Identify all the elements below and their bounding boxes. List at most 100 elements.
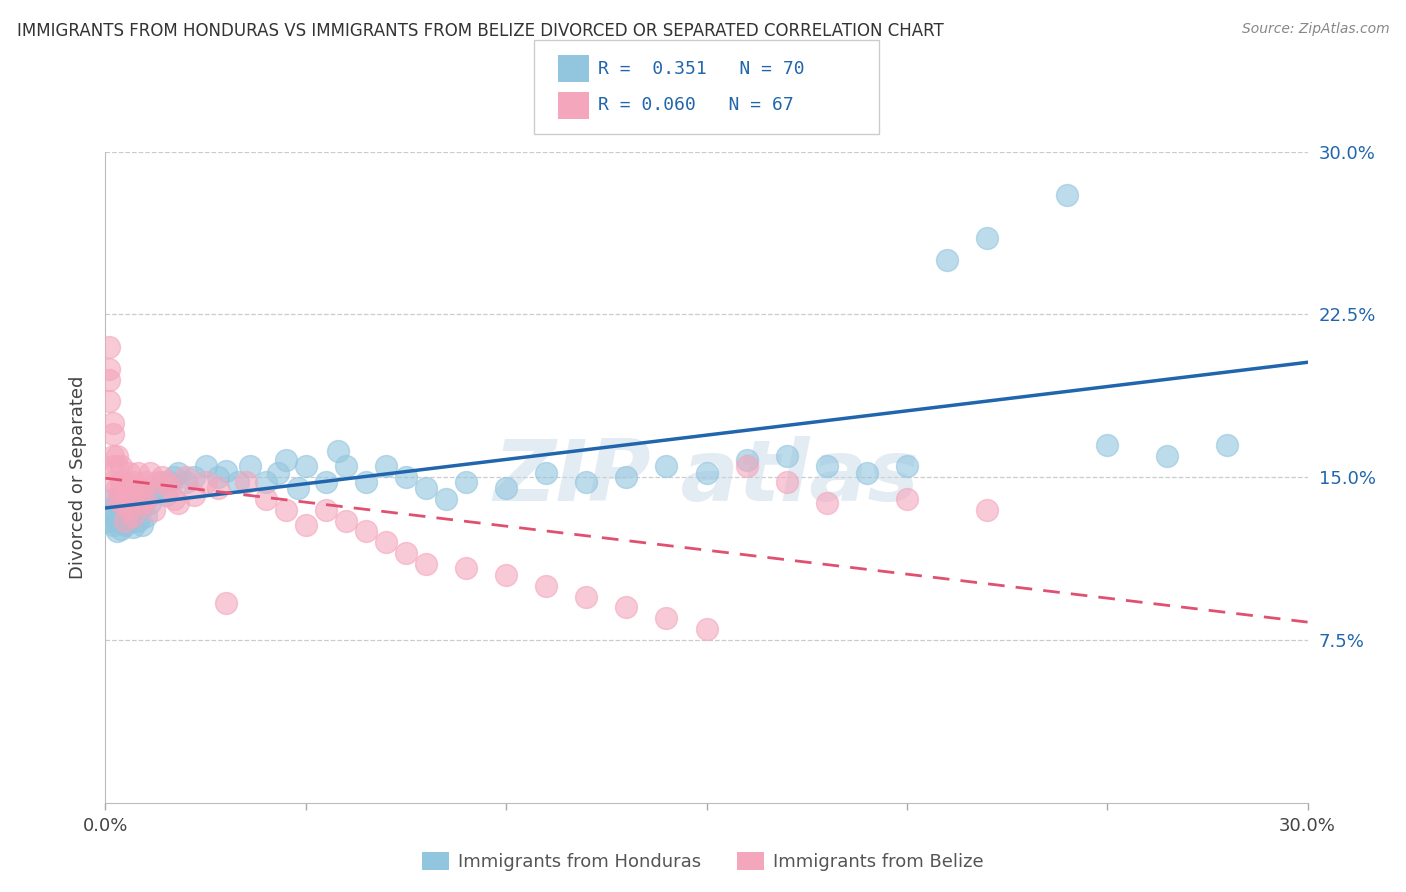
Point bbox=[142, 503, 165, 517]
Point bbox=[150, 475, 173, 489]
Point bbox=[374, 459, 398, 474]
Point bbox=[274, 503, 297, 517]
Point bbox=[131, 496, 153, 510]
Point bbox=[118, 487, 141, 501]
Point bbox=[98, 503, 121, 517]
Point bbox=[896, 459, 918, 474]
Point bbox=[335, 459, 357, 474]
Point bbox=[103, 475, 125, 489]
Point bbox=[936, 253, 959, 268]
Point bbox=[146, 481, 169, 495]
Point bbox=[103, 459, 125, 474]
Point bbox=[354, 475, 377, 489]
Point bbox=[110, 509, 132, 524]
Point bbox=[254, 491, 277, 506]
Point bbox=[107, 481, 129, 495]
Point bbox=[135, 491, 157, 506]
Point bbox=[616, 470, 638, 484]
Point bbox=[114, 518, 136, 533]
Point bbox=[696, 622, 718, 636]
Point bbox=[415, 557, 437, 571]
Y-axis label: Divorced or Separated: Divorced or Separated bbox=[69, 376, 87, 579]
Point bbox=[127, 487, 149, 501]
Point bbox=[194, 475, 217, 489]
Point bbox=[107, 524, 129, 539]
Point bbox=[815, 459, 838, 474]
Point bbox=[287, 481, 309, 495]
Point bbox=[776, 449, 799, 463]
Point bbox=[1156, 449, 1178, 463]
Point bbox=[107, 514, 129, 528]
Point bbox=[122, 503, 145, 517]
Point bbox=[107, 491, 129, 506]
Point bbox=[454, 561, 477, 575]
Point bbox=[495, 481, 517, 495]
Point bbox=[127, 466, 149, 480]
Point bbox=[122, 475, 145, 489]
Point bbox=[107, 449, 129, 463]
Point bbox=[776, 475, 799, 489]
Point bbox=[976, 503, 998, 517]
Point bbox=[454, 475, 477, 489]
Point bbox=[98, 514, 121, 528]
Point bbox=[815, 496, 838, 510]
Point bbox=[118, 503, 141, 517]
Point bbox=[142, 485, 165, 500]
Point bbox=[107, 496, 129, 510]
Point bbox=[315, 503, 337, 517]
Point bbox=[166, 466, 188, 480]
Point bbox=[575, 590, 598, 604]
Point bbox=[103, 509, 125, 524]
Point bbox=[110, 481, 132, 495]
Point bbox=[159, 481, 181, 495]
Point bbox=[162, 491, 184, 506]
Text: IMMIGRANTS FROM HONDURAS VS IMMIGRANTS FROM BELIZE DIVORCED OR SEPARATED CORRELA: IMMIGRANTS FROM HONDURAS VS IMMIGRANTS F… bbox=[17, 22, 943, 40]
Point bbox=[207, 470, 229, 484]
Point bbox=[274, 453, 297, 467]
Point bbox=[374, 535, 398, 549]
Point bbox=[575, 475, 598, 489]
Text: Source: ZipAtlas.com: Source: ZipAtlas.com bbox=[1241, 22, 1389, 37]
Point bbox=[98, 340, 121, 354]
Point bbox=[114, 475, 136, 489]
Text: ZIP atlas: ZIP atlas bbox=[494, 435, 920, 519]
Point bbox=[150, 470, 173, 484]
Point bbox=[295, 518, 318, 533]
Point bbox=[207, 481, 229, 495]
Point bbox=[495, 568, 517, 582]
Point bbox=[103, 426, 125, 441]
Point bbox=[855, 466, 877, 480]
Point bbox=[335, 514, 357, 528]
Point bbox=[166, 496, 188, 510]
Point bbox=[138, 496, 160, 510]
Point bbox=[127, 481, 149, 495]
Point bbox=[239, 459, 262, 474]
Point bbox=[162, 470, 184, 484]
Point bbox=[214, 464, 236, 478]
Point bbox=[103, 518, 125, 533]
Point bbox=[395, 546, 418, 560]
Point bbox=[354, 524, 377, 539]
Point bbox=[122, 509, 145, 524]
Point bbox=[194, 459, 217, 474]
Point bbox=[1056, 188, 1078, 202]
Point bbox=[98, 361, 121, 376]
Point bbox=[696, 466, 718, 480]
Point bbox=[254, 475, 277, 489]
Point bbox=[896, 491, 918, 506]
Point bbox=[295, 459, 318, 474]
Point bbox=[138, 466, 160, 480]
Point bbox=[395, 470, 418, 484]
Point bbox=[534, 579, 557, 593]
Point bbox=[114, 496, 136, 510]
Point bbox=[146, 475, 169, 489]
Point bbox=[235, 475, 257, 489]
Point bbox=[118, 466, 141, 480]
Point bbox=[110, 459, 132, 474]
Legend: Immigrants from Honduras, Immigrants from Belize: Immigrants from Honduras, Immigrants fro… bbox=[415, 845, 991, 879]
Point bbox=[135, 509, 157, 524]
Point bbox=[131, 500, 153, 515]
Point bbox=[1097, 437, 1119, 451]
Point bbox=[98, 394, 121, 409]
Point bbox=[122, 491, 145, 506]
